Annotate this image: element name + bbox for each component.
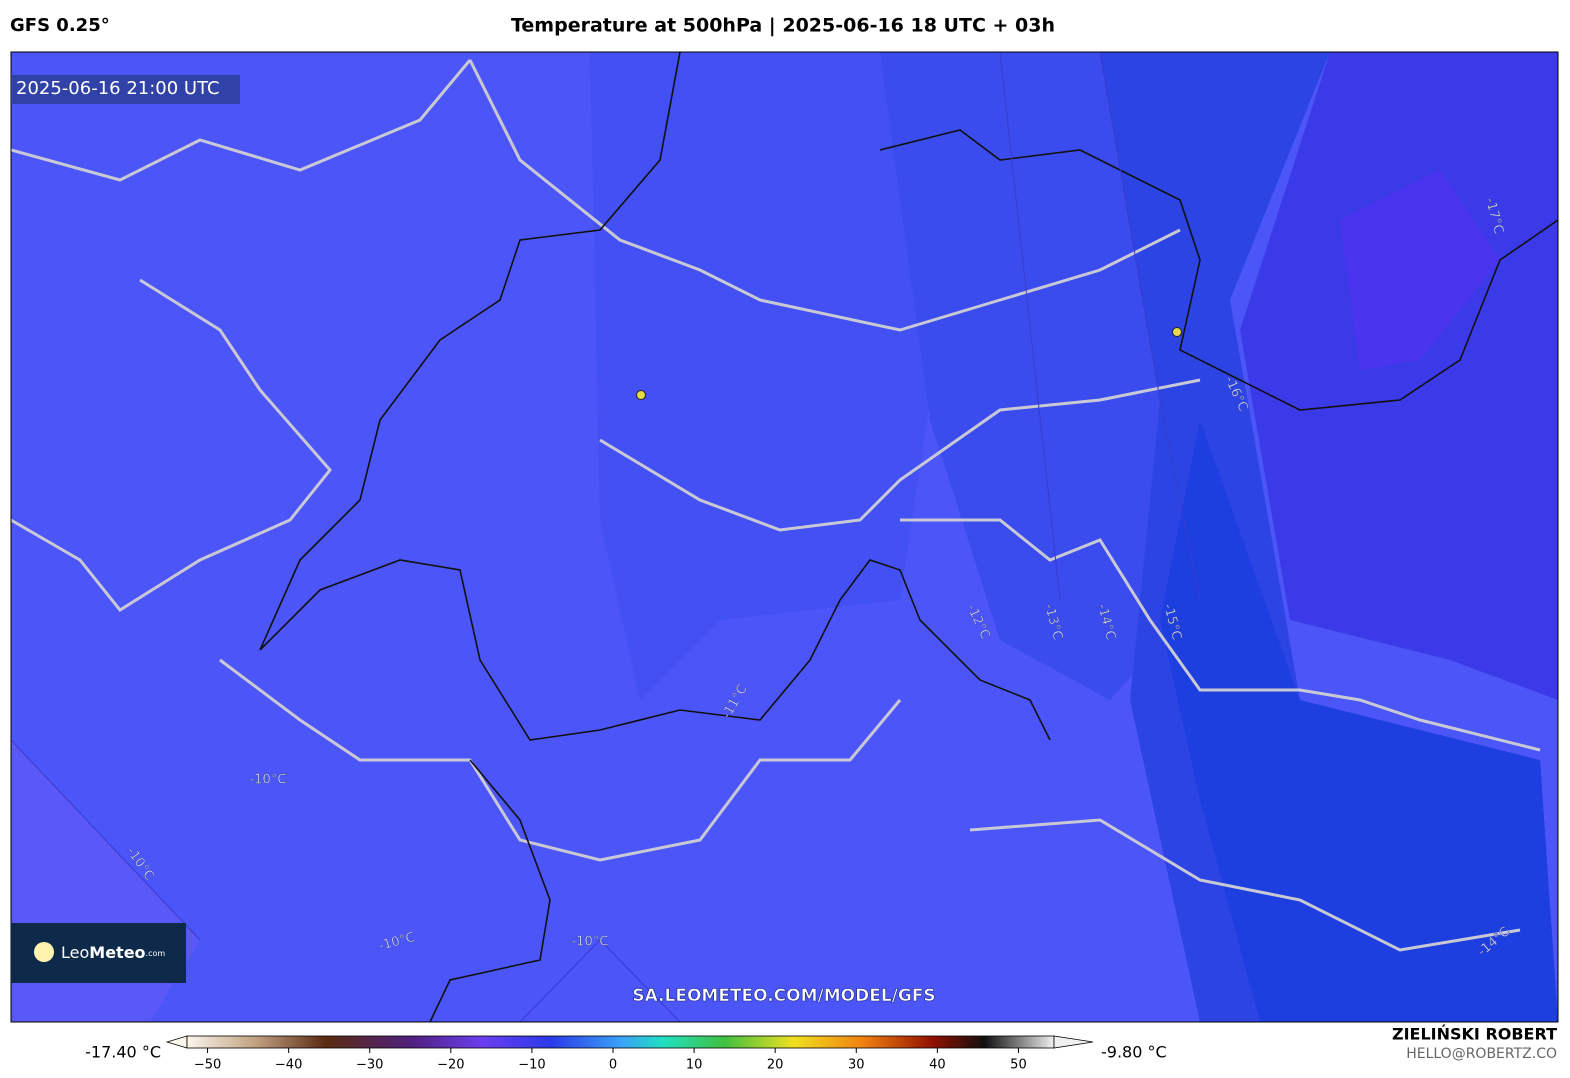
- timestamp: 2025-06-16 21:00 UTC: [16, 78, 220, 99]
- cbar-tick-label: −10: [518, 1058, 545, 1073]
- contour-label: -10°C: [572, 935, 609, 950]
- credit-name: ZIELIŃSKI ROBERT: [1392, 1025, 1557, 1044]
- temp-zone: [880, 52, 1200, 700]
- watermark: SA.LEOMETEO.COM/MODEL/GFS: [632, 986, 935, 1006]
- cbar-tick-label: 10: [686, 1058, 703, 1073]
- cbar-tick-label: 30: [848, 1058, 865, 1073]
- map: -10°C-10°C-10°C -10°C-11°C-12°C -13°C -14°C…: [10, 51, 1559, 1023]
- cbar-max: -9.80 °C: [1101, 1043, 1167, 1062]
- temp-zone: [590, 52, 930, 700]
- cbar-tick-label: 50: [1010, 1058, 1027, 1073]
- logo-light: Leo: [61, 943, 89, 962]
- credit-email: HELLO@ROBERTZ.CO: [1406, 1046, 1557, 1062]
- cbar-extend: [165, 1035, 188, 1049]
- colorbar: -17.40 °C -9.80 °C −50 −40 −30 −20 −10 0 10 20 3…: [85, 1035, 1167, 1073]
- cbar-body: [186, 1035, 1055, 1049]
- logo-suffix: .com: [146, 949, 166, 958]
- city-marker: [1172, 327, 1182, 337]
- cbar-tick-label: −20: [437, 1058, 464, 1073]
- cbar-tick-label: −30: [356, 1058, 383, 1073]
- contour-label: -10°C: [250, 773, 287, 788]
- temp-zone: [1160, 420, 1558, 1022]
- cbar-tick-label: 20: [767, 1058, 784, 1073]
- cbar-min: -17.40 °C: [85, 1043, 161, 1062]
- model-label: GFS 0.25°: [10, 15, 110, 36]
- title: Temperature at 500hPa | 2025-06-16 18 UT…: [511, 15, 1055, 37]
- map-frame: [10, 51, 1559, 1023]
- temp-zone: [1340, 170, 1500, 370]
- cbar-tick-label: 40: [929, 1058, 946, 1073]
- logo-bold: Meteo: [89, 943, 145, 962]
- cbar-tick-label: 0: [609, 1058, 617, 1073]
- cbar-extend: [1053, 1035, 1094, 1049]
- logo: LeoMeteo.com: [61, 943, 165, 962]
- logo-sun: [34, 942, 54, 962]
- city-marker: [636, 390, 646, 400]
- cbar-tick-label: −50: [194, 1058, 221, 1073]
- temp-zone: [1240, 52, 1558, 700]
- timestamp-box: [11, 75, 240, 104]
- cbar-tick-label: −40: [275, 1058, 302, 1073]
